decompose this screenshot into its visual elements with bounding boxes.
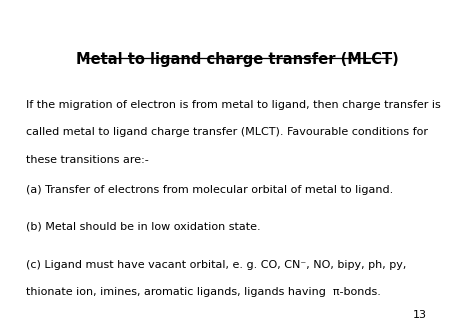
Text: Metal to ligand charge transfer (MLCT): Metal to ligand charge transfer (MLCT) (76, 52, 398, 67)
Text: (a) Transfer of electrons from molecular orbital of metal to ligand.: (a) Transfer of electrons from molecular… (26, 185, 393, 195)
Text: called metal to ligand charge transfer (MLCT). Favourable conditions for: called metal to ligand charge transfer (… (26, 127, 428, 137)
Text: (c) Ligand must have vacant orbital, e. g. CO, CN⁻, NO, bipy, ph, py,: (c) Ligand must have vacant orbital, e. … (26, 260, 406, 270)
Text: these transitions are:-: these transitions are:- (26, 155, 149, 165)
Text: If the migration of electron is from metal to ligand, then charge transfer is: If the migration of electron is from met… (26, 100, 441, 110)
Text: thionate ion, imines, aromatic ligands, ligands having  π-bonds.: thionate ion, imines, aromatic ligands, … (26, 287, 381, 297)
Text: 13: 13 (412, 310, 427, 320)
Text: (b) Metal should be in low oxidation state.: (b) Metal should be in low oxidation sta… (26, 221, 261, 231)
